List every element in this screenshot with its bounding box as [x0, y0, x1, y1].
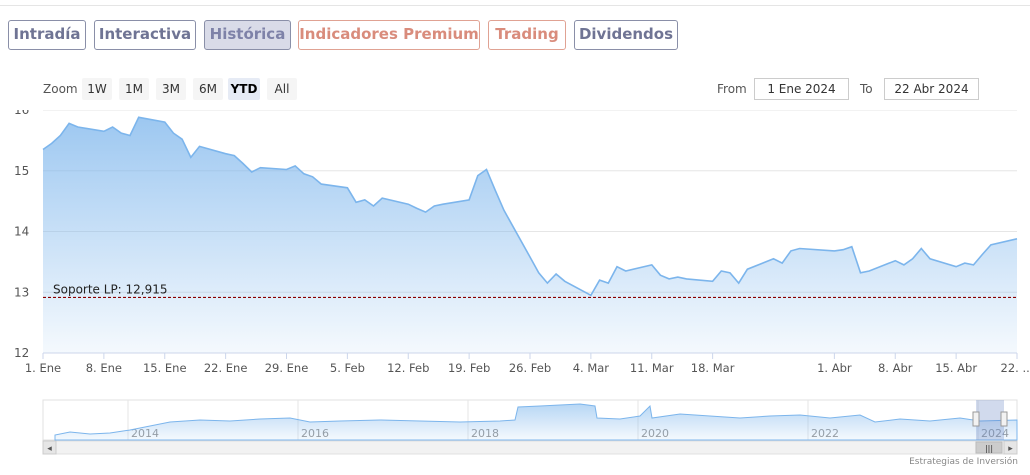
zoom-label: Zoom — [43, 82, 78, 96]
y-tick-label: 12 — [14, 346, 29, 360]
y-tick-label: 13 — [14, 285, 29, 299]
support-line-label: Soporte LP: 12,915 — [53, 282, 168, 296]
x-axis: 1. Ene 8. Ene 15. Ene 22. Ene 29. Ene 5. Feb 1… — [25, 352, 1030, 375]
navigator-selection — [976, 400, 1004, 440]
x-tick-label: 26. Feb — [509, 361, 551, 375]
zoom-all-button[interactable]: All — [267, 78, 297, 100]
from-label: From — [717, 82, 747, 96]
y-tick-label: 16 — [14, 110, 29, 117]
scrollbar-left-button — [42, 440, 57, 455]
tab-interactiva[interactable]: Interactiva — [94, 20, 196, 50]
x-tick-label: 8. Abr — [878, 361, 913, 375]
x-tick-label: 29. Ene — [265, 361, 309, 375]
top-divider — [0, 5, 1030, 6]
tab-intradia[interactable]: Intradía — [8, 20, 86, 50]
zoom-6m-button[interactable]: 6M — [193, 78, 223, 100]
series-line — [42, 116, 1018, 297]
zoom-1w-button[interactable]: 1W — [82, 78, 112, 100]
x-tick-label: 22. ... — [1001, 361, 1030, 375]
scrollbar-grip: ||| — [985, 444, 993, 453]
scroll-left-arrow: ◂ — [47, 444, 52, 454]
x-tick-label: 1. Ene — [25, 361, 61, 375]
to-label: To — [860, 82, 873, 96]
zoom-1m-button[interactable]: 1M — [119, 78, 149, 100]
x-tick-label: 19. Feb — [448, 361, 490, 375]
x-tick-label: 22. Ene — [204, 361, 248, 375]
tab-trading[interactable]: Trading — [488, 20, 566, 50]
navigator-series — [54, 403, 1018, 441]
to-date-input[interactable] — [884, 78, 979, 100]
price-chart[interactable]: Soporte LP: 12,915 12 13 14 15 16 1. Ene 8. E… — [0, 110, 1030, 455]
y-tick-label: 14 — [14, 225, 29, 239]
from-date-input[interactable] — [754, 78, 849, 100]
x-tick-label: 1. Abr — [817, 361, 852, 375]
x-tick-label: 12. Feb — [387, 361, 429, 375]
zoom-ytd-button[interactable]: YTD — [228, 78, 260, 100]
area-fill — [43, 117, 1017, 353]
x-tick-label: 4. Mar — [573, 361, 610, 375]
x-tick-label: 11. Mar — [630, 361, 674, 375]
x-tick-label: 8. Ene — [86, 361, 122, 375]
zoom-3m-button[interactable]: 3M — [156, 78, 186, 100]
scrollbar-track — [42, 440, 1018, 455]
scrollbar-thumb — [975, 441, 1003, 454]
chart-credit: Estrategias de Inversión — [909, 457, 1018, 467]
x-tick-label: 18. Mar — [691, 361, 735, 375]
x-tick-label: 15. Ene — [143, 361, 187, 375]
support-line-group: Soporte LP: 12,915 — [43, 282, 1017, 299]
price-area — [42, 116, 1018, 353]
navigator-right-handle — [1000, 411, 1008, 427]
scroll-right-arrow: ▸ — [1008, 444, 1013, 454]
y-tick-label: 15 — [14, 164, 29, 178]
tab-dividendos[interactable]: Dividendos — [574, 20, 678, 50]
navigator-left-handle — [972, 411, 980, 427]
x-tick-label: 5. Feb — [330, 361, 365, 375]
tab-indicadores-premium[interactable]: Indicadores Premium — [298, 20, 480, 50]
tab-historica[interactable]: Histórica — [204, 20, 291, 50]
navigator[interactable]: 201420162018202020222024◂▸||| — [42, 399, 1018, 455]
scrollbar-right-button — [1003, 440, 1018, 455]
y-axis: 12 13 14 15 16 — [14, 110, 29, 360]
x-tick-label: 15. Abr — [935, 361, 977, 375]
